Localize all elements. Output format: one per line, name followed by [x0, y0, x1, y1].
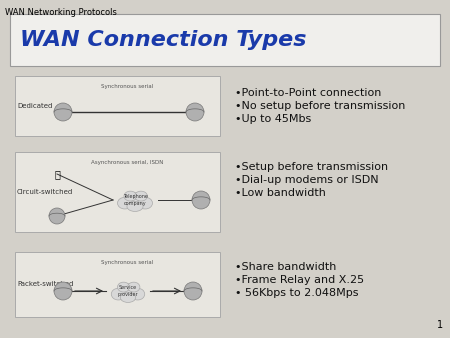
- FancyBboxPatch shape: [15, 252, 220, 317]
- Text: •Point-to-Point connection: •Point-to-Point connection: [235, 88, 382, 98]
- Text: •Frame Relay and X.25: •Frame Relay and X.25: [235, 275, 364, 285]
- Text: •No setup before transmission: •No setup before transmission: [235, 101, 405, 111]
- Text: 🖥: 🖥: [54, 169, 60, 179]
- Ellipse shape: [124, 191, 137, 201]
- Text: •Up to 45Mbs: •Up to 45Mbs: [235, 114, 311, 124]
- Text: • 56Kbps to 2.048Mps: • 56Kbps to 2.048Mps: [235, 288, 359, 298]
- Circle shape: [184, 282, 202, 300]
- Ellipse shape: [135, 191, 148, 201]
- Ellipse shape: [111, 288, 126, 300]
- Text: Telephone
company: Telephone company: [122, 194, 148, 206]
- Text: •Share bandwidth: •Share bandwidth: [235, 262, 337, 272]
- Text: •Low bandwidth: •Low bandwidth: [235, 188, 326, 198]
- Ellipse shape: [118, 284, 138, 298]
- Text: WAN Networking Protocols: WAN Networking Protocols: [5, 8, 117, 17]
- Ellipse shape: [127, 201, 143, 212]
- Text: Circuit-switched: Circuit-switched: [17, 189, 73, 195]
- Text: Asynchronous serial, ISDN: Asynchronous serial, ISDN: [91, 160, 164, 165]
- Text: WAN Connection Types: WAN Connection Types: [20, 30, 306, 50]
- Ellipse shape: [117, 282, 130, 292]
- Text: Service
provider: Service provider: [118, 285, 138, 297]
- Circle shape: [54, 282, 72, 300]
- FancyBboxPatch shape: [10, 14, 440, 66]
- Circle shape: [186, 103, 204, 121]
- Text: Dedicated: Dedicated: [17, 103, 52, 109]
- Text: Packet-switched: Packet-switched: [17, 282, 73, 288]
- Text: Synchronous serial: Synchronous serial: [101, 84, 153, 89]
- Circle shape: [54, 103, 72, 121]
- Ellipse shape: [120, 293, 136, 303]
- Text: •Dial-up modems or ISDN: •Dial-up modems or ISDN: [235, 175, 378, 185]
- Ellipse shape: [125, 193, 145, 207]
- Ellipse shape: [130, 288, 145, 300]
- Text: 1: 1: [437, 320, 443, 330]
- Text: Synchronous serial: Synchronous serial: [101, 260, 153, 265]
- Ellipse shape: [117, 197, 132, 209]
- Ellipse shape: [127, 282, 140, 292]
- Ellipse shape: [138, 197, 153, 209]
- FancyBboxPatch shape: [15, 76, 220, 136]
- Text: •Setup before transmission: •Setup before transmission: [235, 162, 388, 172]
- Circle shape: [49, 208, 65, 224]
- Circle shape: [192, 191, 210, 209]
- FancyBboxPatch shape: [15, 152, 220, 232]
